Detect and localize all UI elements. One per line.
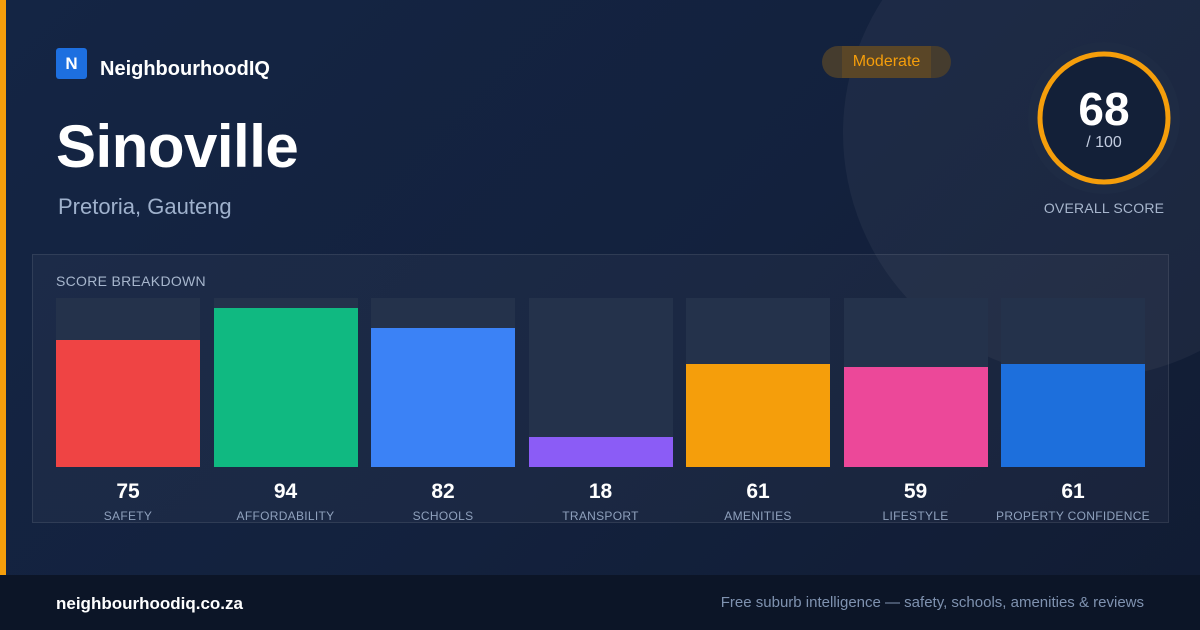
bar-value: 18: [588, 480, 613, 503]
bar-track: [528, 298, 673, 467]
bar-track: [56, 298, 200, 467]
bar-value: 75: [116, 480, 140, 503]
score-breakdown-panel: SCORE BREAKDOWN 75 SAFETY 94 AFFORDABILITY 8…: [32, 254, 1169, 523]
brand-logo-icon: N: [56, 48, 87, 79]
breakdown-item-lifestyle: 59 LIFESTYLE: [843, 298, 988, 523]
breakdown-item-affordability: 94 AFFORDABILITY: [213, 298, 358, 523]
suburb-location: Pretoria, Gauteng: [58, 194, 232, 219]
bar-track: [213, 298, 358, 467]
score-ring-arc: [1037, 51, 1171, 185]
bar-track: [371, 298, 515, 467]
bar-fill: [528, 437, 673, 467]
bar-fill: [1001, 364, 1145, 467]
breakdown-item-property-confidence: 61 PROPERTY CONFIDENCE: [996, 298, 1150, 523]
bar-value: 61: [1061, 480, 1085, 503]
bar-fill: [213, 308, 358, 467]
bar-label: LIFESTYLE: [882, 509, 949, 523]
footer-tagline: Free suburb intelligence — safety, schoo…: [720, 594, 1144, 611]
score-ring-graphic: [1028, 42, 1180, 194]
overall-score-label: OVERALL SCORE: [1043, 200, 1165, 216]
footer: neighbourhoodiq.co.za Free suburb intell…: [0, 575, 1200, 630]
bar-track: [1001, 298, 1145, 467]
brand-name: NeighbourhoodIQ: [100, 58, 270, 80]
bar-value: 82: [431, 480, 455, 503]
bar-label: TRANSPORT: [562, 509, 639, 523]
bar-fill: [843, 367, 988, 467]
bar-value: 59: [903, 480, 928, 503]
bar-label: SCHOOLS: [412, 509, 474, 523]
bar-fill: [371, 328, 515, 467]
bar-label: AFFORDABILITY: [236, 509, 335, 523]
bar-fill: [686, 364, 830, 467]
bar-track: [843, 298, 988, 467]
bar-fill: [56, 340, 200, 467]
breakdown-item-safety: 75 SAFETY: [56, 298, 200, 523]
breakdown-item-amenities: 61 AMENITIES: [686, 298, 830, 523]
footer-domain: neighbourhoodiq.co.za: [56, 594, 243, 613]
bar-value: 61: [746, 480, 770, 503]
bar-label: AMENITIES: [724, 509, 792, 523]
overall-score-ring: 68 / 100: [1028, 42, 1180, 194]
rating-badge-label: Moderate: [852, 53, 921, 70]
brand: N NeighbourhoodIQ: [56, 46, 270, 81]
score-breakdown-title: SCORE BREAKDOWN: [56, 273, 206, 289]
overall-score-max: / 100: [1086, 134, 1122, 151]
breakdown-item-schools: 82 SCHOOLS: [371, 298, 515, 523]
rating-badge: Moderate: [822, 46, 951, 78]
overall-score-value: 68: [1078, 83, 1130, 135]
bar-value: 94: [273, 480, 298, 503]
score-ring-inner: [1040, 54, 1168, 182]
bar-label: PROPERTY CONFIDENCE: [996, 509, 1150, 523]
bar-label: SAFETY: [103, 509, 153, 523]
breakdown-item-transport: 18 TRANSPORT: [528, 298, 673, 523]
bar-track: [686, 298, 830, 467]
suburb-title: Sinoville: [56, 113, 299, 180]
accent-bar: [0, 0, 6, 575]
